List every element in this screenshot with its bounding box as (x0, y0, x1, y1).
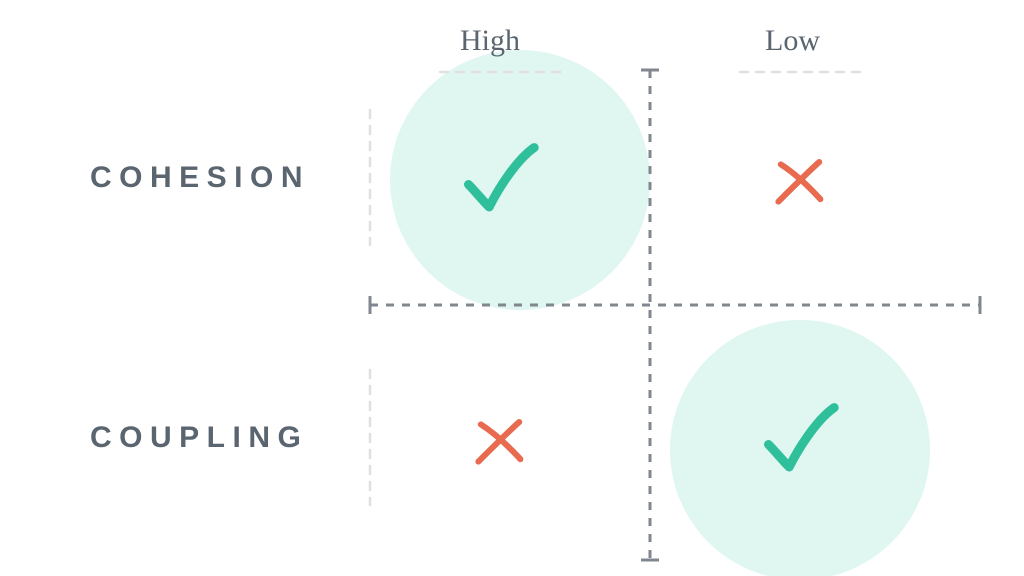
diagram-stage: High Low COHESION COUPLING (0, 0, 1024, 576)
cross-icon-coupling-high (470, 410, 530, 470)
check-icon-cohesion-high (455, 135, 545, 225)
cross-icon-cohesion-low (770, 150, 830, 210)
check-icon-coupling-low (755, 395, 845, 485)
marks-layer (0, 0, 1024, 576)
